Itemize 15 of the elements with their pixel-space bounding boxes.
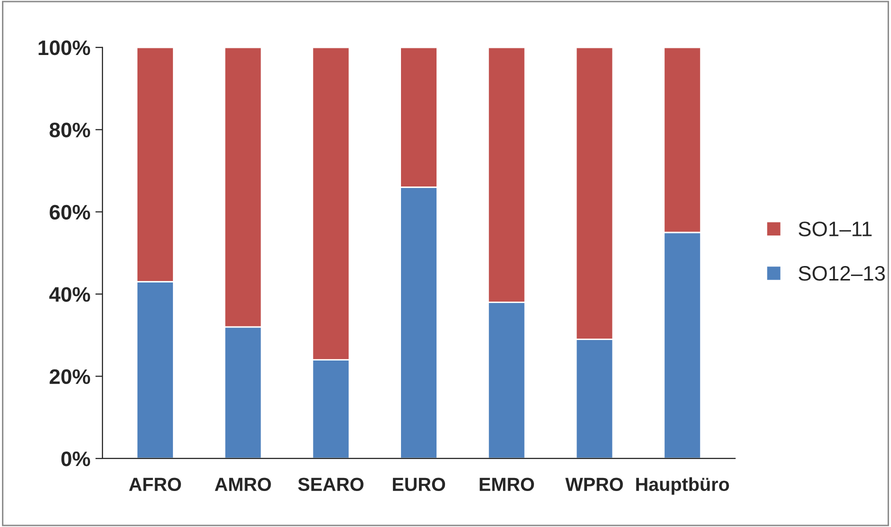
x-tick-label: EURO [392,478,446,492]
y-tick-label: 0% [61,451,90,466]
x-tick-label: WPRO [565,478,623,492]
x-tick-label: EMRO [480,478,534,492]
y-tick-label: 40% [49,287,90,302]
legend-label: SO12–13 [798,266,885,281]
y-tick-label: 80% [50,122,90,138]
y-tick-label: 100% [38,40,90,56]
x-tick-label: AFRO [129,478,181,492]
x-tick-label: SEARO [298,478,364,492]
x-tick-label: AMRO [214,478,271,492]
legend-label: SO1–11 [798,222,872,236]
y-tick-label: 20% [50,369,90,384]
x-tick-label: Hauptbüro [636,477,730,495]
y-tick-label: 60% [50,204,90,220]
